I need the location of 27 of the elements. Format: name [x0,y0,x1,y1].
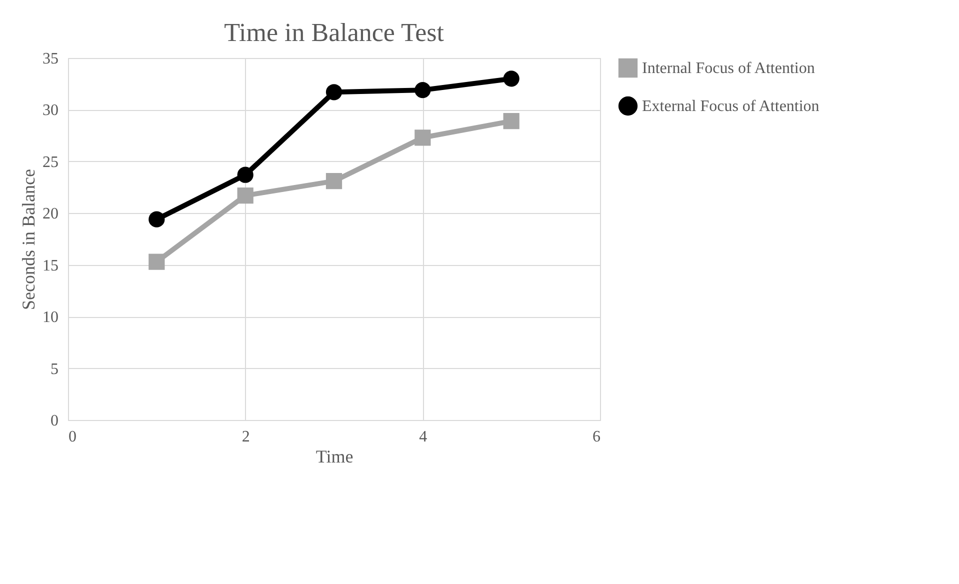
y-tick-label: 30 [42,102,58,120]
chart-title: Time in Balance Test [224,18,445,47]
legend-label: External Focus of Attention [642,98,820,115]
y-tick-label: 25 [42,154,58,171]
y-tick-label: 10 [42,309,58,326]
point [414,130,431,146]
point [148,211,165,228]
point [414,82,431,98]
point [237,188,254,204]
y-tick-label: 35 [42,50,58,68]
point [326,84,342,100]
x-tick-label: 4 [419,428,428,446]
x-axis-title: Time [316,446,354,466]
x-tick-label: 2 [242,428,250,446]
y-tick-label: 0 [50,412,58,430]
x-tick-label: 6 [592,428,600,446]
x-tick-label: 0 [68,428,76,446]
point [148,254,165,270]
y-tick-label: 5 [50,360,58,378]
y-tick-label: 15 [42,257,58,274]
point [503,113,520,130]
point [326,173,342,190]
legend-label: Internal Focus of Attention [642,60,815,77]
point [237,166,254,183]
point [503,70,520,87]
y-axis-title: Seconds in Balance [18,169,38,310]
y-tick-label: 20 [42,206,58,223]
